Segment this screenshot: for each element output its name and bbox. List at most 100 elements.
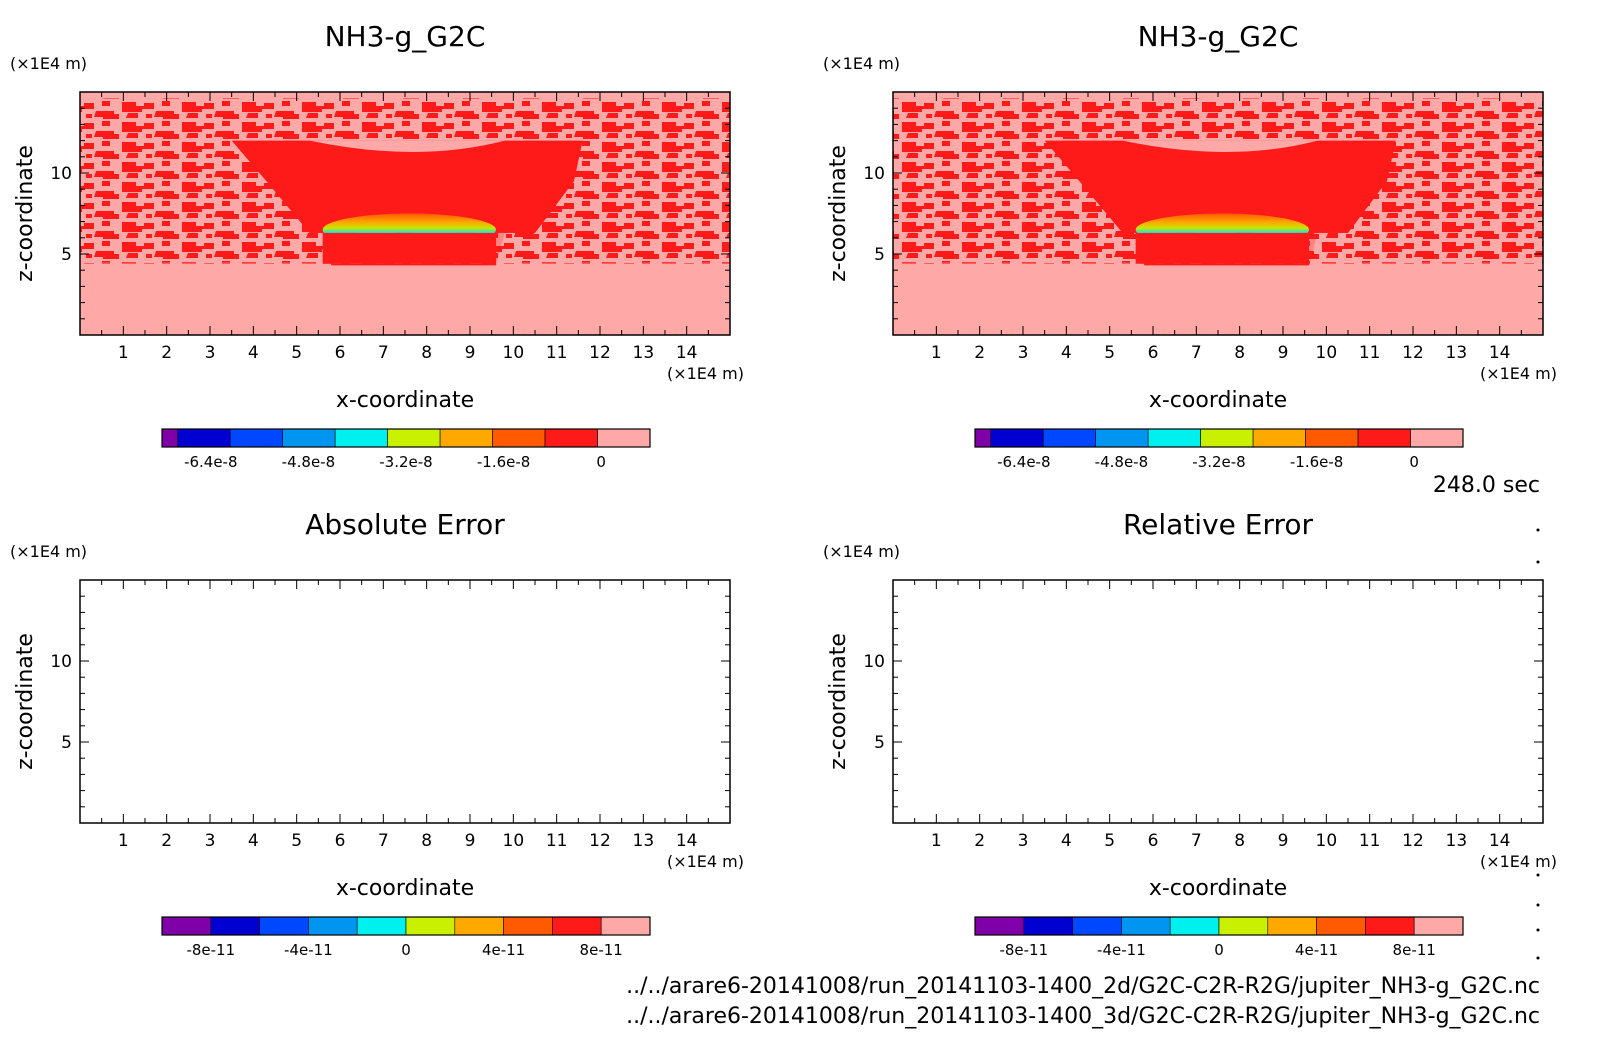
x-tick-label: 13 — [1446, 343, 1468, 363]
y-tick-label: 5 — [61, 733, 72, 753]
colorbar: -8e-11 -4e-11 0 4e-11 8e-11 — [974, 916, 1464, 959]
field-lower-core — [322, 232, 496, 264]
x-tick-label: 13 — [633, 831, 655, 851]
x-tick-label: 14 — [676, 343, 698, 363]
x-axis-label: x-coordinate — [336, 388, 474, 413]
x-tick-label: 9 — [465, 343, 476, 363]
colorbar-swatch — [974, 916, 1025, 936]
colorbar-swatch — [405, 916, 456, 936]
colorbar-tick-label: -4e-11 — [1097, 941, 1146, 959]
colorbar-tick-label: -4e-11 — [284, 941, 333, 959]
field-plume — [1044, 140, 1396, 233]
x-tick-label: 8 — [1234, 343, 1245, 363]
colorbar-tick-label: 4e-11 — [1295, 941, 1338, 959]
colorbar: -8e-11 -4e-11 0 4e-11 8e-11 — [161, 916, 651, 959]
y-axis-label: z-coordinate — [826, 633, 851, 770]
colorbar-swatch — [1095, 428, 1149, 448]
x-tick-label: 11 — [546, 831, 568, 851]
colorbar-tick-label: 0 — [401, 941, 411, 959]
x-unit-label: (×1E4 m) — [667, 364, 744, 383]
colorbar-frame — [974, 428, 1464, 448]
colorbar-swatch — [229, 428, 283, 448]
colorbar-tick-label: 0 — [1409, 453, 1419, 471]
x-tick-label: 12 — [1402, 343, 1424, 363]
chart-title: NH3-g_G2C — [1138, 20, 1299, 53]
colorbar-tick-label: 4e-11 — [482, 941, 525, 959]
x-tick-label: 13 — [1446, 831, 1468, 851]
colorbar-swatch — [1252, 428, 1306, 448]
y-tick-label: 10 — [863, 652, 885, 672]
x-tick-label: 12 — [1402, 831, 1424, 851]
chart-title: Relative Error — [1123, 508, 1314, 541]
y-unit-label: (×1E4 m) — [823, 54, 900, 73]
colorbar-swatch — [334, 428, 388, 448]
x-tick-label: 2 — [161, 831, 172, 851]
colorbar-tick-label: -3.2e-8 — [1192, 453, 1245, 471]
x-tick-label: 9 — [465, 831, 476, 851]
colorbar-tick-label: 0 — [1214, 941, 1224, 959]
colorbar-swatch — [503, 916, 553, 936]
colorbar-swatch — [356, 916, 407, 936]
colorbar-tick-label: -8e-11 — [186, 941, 235, 959]
colorbar-swatch — [1200, 428, 1254, 448]
x-tick-label: 10 — [503, 831, 525, 851]
colorbar-swatch — [259, 916, 309, 936]
colorbar-swatch — [544, 428, 598, 448]
colorbar-tick-label: -6.4e-8 — [184, 453, 237, 471]
colorbar-swatch — [1023, 916, 1073, 936]
y-tick-label: 5 — [874, 245, 885, 265]
chart-panel-1: NH3-g_G2C(×1E4 m)(×1E4 m)1 2 3 4 5 6 7 8 9 10 11 12… — [10, 20, 744, 471]
x-tick-label: 13 — [633, 343, 655, 363]
colorbar-frame — [974, 916, 1464, 936]
x-axis-label: x-coordinate — [1149, 876, 1287, 901]
colorbar-frame — [161, 916, 651, 936]
colorbar-tick-label: 0 — [596, 453, 606, 471]
colorbar-swatch — [597, 428, 651, 448]
colorbar-tick-label: -1.6e-8 — [477, 453, 530, 471]
colorbar-tick-label: -3.2e-8 — [379, 453, 432, 471]
colorbar-tick-label: -1.6e-8 — [1290, 453, 1343, 471]
x-tick-label: 6 — [335, 343, 346, 363]
chart-title: NH3-g_G2C — [325, 20, 486, 53]
x-tick-label: 7 — [378, 343, 389, 363]
y-unit-label: (×1E4 m) — [823, 542, 900, 561]
colorbar-swatch — [1305, 428, 1359, 448]
x-unit-label: (×1E4 m) — [667, 852, 744, 871]
x-tick-label: 3 — [205, 831, 216, 851]
x-tick-label: 2 — [974, 831, 985, 851]
x-tick-label: 10 — [503, 343, 525, 363]
colorbar-tick-label: -6.4e-8 — [997, 453, 1050, 471]
x-tick-label: 10 — [1316, 343, 1338, 363]
colorbar-swatch — [1042, 428, 1096, 448]
colorbar-tick-label: -4.8e-8 — [282, 453, 335, 471]
y-tick-label: 5 — [61, 245, 72, 265]
time-label: 248.0 sec — [1433, 473, 1540, 498]
y-axis-label: z-coordinate — [826, 145, 851, 282]
x-tick-label: 14 — [1489, 343, 1511, 363]
x-tick-label: 1 — [931, 831, 942, 851]
dot-marker — [1536, 560, 1540, 564]
colorbar-swatch — [990, 428, 1044, 448]
colorbar-swatch — [210, 916, 260, 936]
y-axis-label: z-coordinate — [13, 145, 38, 282]
colorbar-swatch — [1169, 916, 1220, 936]
x-tick-label: 6 — [335, 831, 346, 851]
x-tick-label: 3 — [1018, 831, 1029, 851]
colorbar-swatch — [1072, 916, 1122, 936]
x-tick-label: 14 — [676, 831, 698, 851]
chart-panel-4: Relative Error(×1E4 m)(×1E4 m)1 2 3 4 5 6 7 8 9 1… — [823, 508, 1557, 959]
x-tick-label: 5 — [1104, 343, 1115, 363]
x-tick-label: 11 — [1359, 343, 1381, 363]
x-tick-label: 2 — [974, 343, 985, 363]
x-tick-label: 4 — [1061, 831, 1072, 851]
colorbar-swatch — [1357, 428, 1411, 448]
colorbar-swatch — [974, 428, 992, 448]
x-tick-label: 7 — [378, 831, 389, 851]
x-tick-label: 3 — [1018, 343, 1029, 363]
y-axis-label: z-coordinate — [13, 633, 38, 770]
x-tick-label: 14 — [1489, 831, 1511, 851]
file-path-line: ../../arare6-20141008/run_20141103-1400_… — [626, 974, 1540, 999]
colorbar: -6.4e-8 -4.8e-8 -3.2e-8 -1.6e-8 0 — [161, 428, 651, 471]
x-tick-label: 2 — [161, 343, 172, 363]
colorbar-swatch — [387, 428, 441, 448]
